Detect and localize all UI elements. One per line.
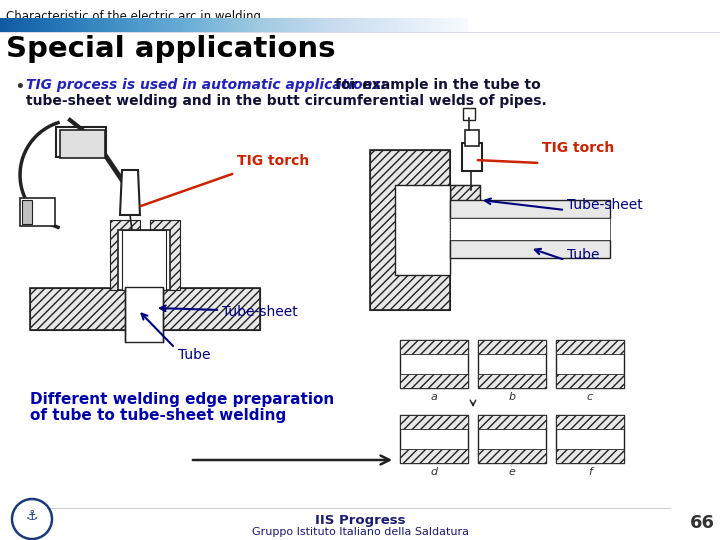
Text: 66: 66 bbox=[690, 514, 714, 532]
Text: Tube: Tube bbox=[178, 348, 210, 362]
Text: Tube-sheet: Tube-sheet bbox=[222, 305, 298, 319]
Bar bbox=[556, 374, 624, 388]
Text: f: f bbox=[588, 467, 592, 477]
Text: Special applications: Special applications bbox=[6, 35, 336, 63]
Bar bbox=[400, 415, 468, 429]
Bar bbox=[60, 130, 105, 158]
Bar bbox=[478, 340, 546, 354]
Text: tube-sheet welding and in the butt circumferential welds of pipes.: tube-sheet welding and in the butt circu… bbox=[26, 94, 546, 108]
Text: Tube: Tube bbox=[567, 248, 600, 262]
Bar bbox=[556, 449, 624, 463]
Bar bbox=[450, 185, 480, 215]
Bar bbox=[450, 200, 610, 218]
Bar bbox=[462, 143, 482, 171]
Bar bbox=[450, 218, 610, 240]
Bar bbox=[118, 230, 170, 290]
Text: d: d bbox=[431, 467, 438, 477]
Bar bbox=[556, 340, 624, 388]
Text: Different welding edge preparation: Different welding edge preparation bbox=[30, 392, 334, 407]
Bar bbox=[465, 130, 479, 146]
Bar bbox=[556, 415, 624, 463]
Bar bbox=[556, 340, 624, 354]
Bar bbox=[450, 240, 610, 258]
Bar bbox=[400, 340, 468, 354]
Bar bbox=[400, 415, 468, 463]
Bar bbox=[370, 150, 450, 310]
Bar bbox=[463, 108, 475, 120]
Bar bbox=[110, 220, 140, 290]
Bar bbox=[30, 288, 260, 330]
Bar bbox=[370, 150, 450, 310]
Text: a: a bbox=[431, 392, 438, 402]
Bar bbox=[400, 449, 468, 463]
Bar bbox=[30, 288, 260, 330]
Bar bbox=[478, 415, 546, 463]
Text: Tube-sheet: Tube-sheet bbox=[567, 198, 643, 212]
Bar bbox=[478, 374, 546, 388]
Bar bbox=[478, 340, 546, 388]
Polygon shape bbox=[120, 170, 140, 215]
Bar bbox=[478, 449, 546, 463]
Text: b: b bbox=[508, 392, 516, 402]
Text: c: c bbox=[587, 392, 593, 402]
Text: •: • bbox=[14, 78, 24, 96]
Bar bbox=[395, 185, 450, 275]
Bar bbox=[20, 198, 55, 226]
Text: of tube to tube-sheet welding: of tube to tube-sheet welding bbox=[30, 408, 287, 423]
Text: IIS Progress: IIS Progress bbox=[315, 514, 405, 527]
Text: for example in the tube to: for example in the tube to bbox=[330, 78, 541, 92]
Bar bbox=[478, 415, 546, 429]
Bar bbox=[22, 200, 32, 224]
Bar bbox=[150, 220, 180, 290]
Text: Gruppo Istituto Italiano della Saldatura: Gruppo Istituto Italiano della Saldatura bbox=[251, 527, 469, 537]
Bar bbox=[400, 374, 468, 388]
Text: TIG process is used in automatic applications:: TIG process is used in automatic applica… bbox=[26, 78, 386, 92]
Text: e: e bbox=[508, 467, 516, 477]
Bar bbox=[556, 415, 624, 429]
Bar bbox=[450, 185, 480, 215]
Text: ⚓: ⚓ bbox=[26, 509, 38, 523]
Bar bbox=[400, 340, 468, 388]
Bar bbox=[125, 287, 163, 342]
Bar bbox=[122, 230, 166, 290]
Text: Characteristic of the electric arc in welding: Characteristic of the electric arc in we… bbox=[6, 10, 261, 23]
Text: TIG torch: TIG torch bbox=[237, 154, 310, 168]
Bar bbox=[56, 127, 106, 157]
Text: TIG torch: TIG torch bbox=[542, 141, 614, 155]
